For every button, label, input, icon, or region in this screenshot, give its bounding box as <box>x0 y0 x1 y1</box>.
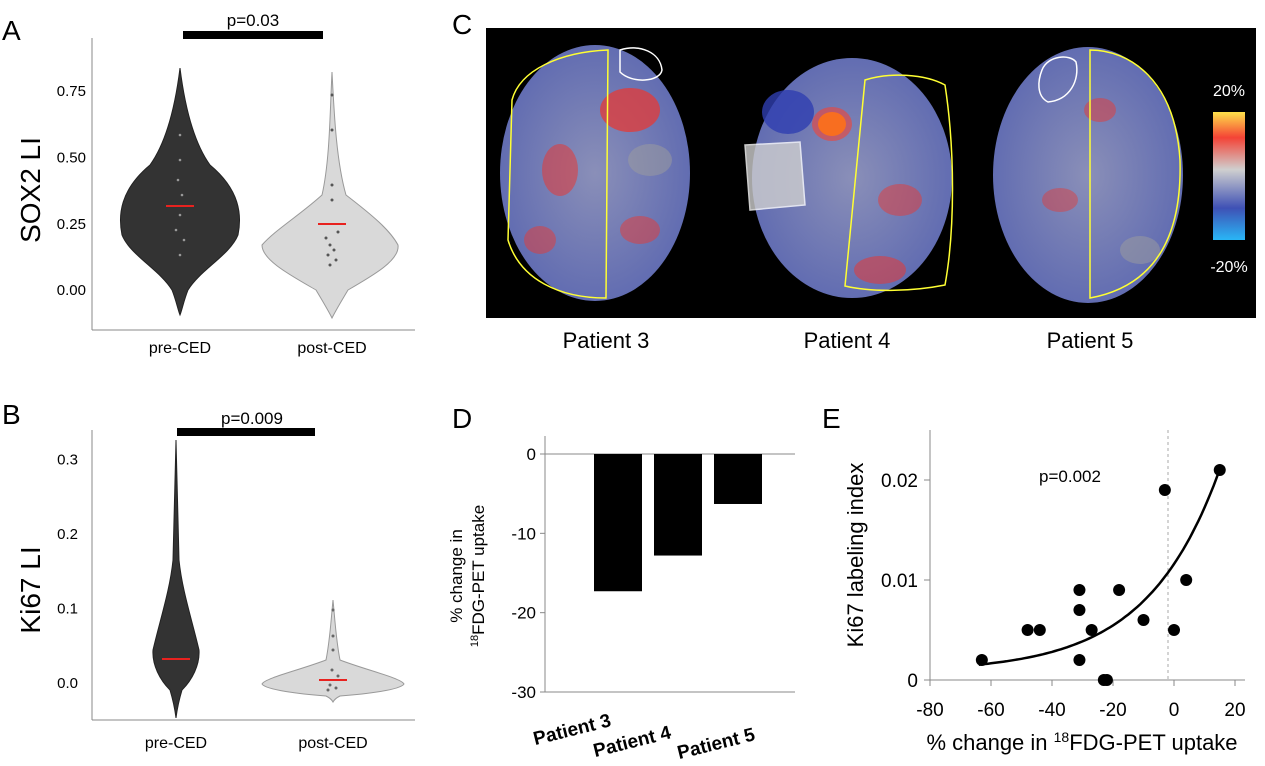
panel-e-point-14 <box>1213 464 1226 476</box>
panel-e-point-6 <box>1073 654 1086 666</box>
panel-e-x-tick-0: -80 <box>916 700 943 721</box>
panel-b-y-tick-3: 0.3 <box>57 452 78 469</box>
panel-e-point-13 <box>1180 574 1193 586</box>
panel-a-y-tick-3: 0.75 <box>57 83 86 100</box>
panel-label-d: D <box>452 403 472 434</box>
panel-e-point-12 <box>1168 624 1180 636</box>
panel-c-images: 20% -20% Patient 3 Patient 4 Patient 5 <box>486 28 1256 353</box>
panel-b-y-tick-2: 0.2 <box>57 526 78 543</box>
panel-label-b: B <box>2 399 21 430</box>
p-value-a: p=0.03 <box>227 11 279 30</box>
panel-b-y-tick-0: 0.0 <box>57 675 78 692</box>
panel-e-x-tick-3: -20 <box>1099 700 1126 721</box>
p-value-e: p=0.002 <box>1039 467 1101 486</box>
panel-a-y-label: SOX2 LI <box>15 137 46 243</box>
points-post-b <box>326 608 340 692</box>
pet-colorbar <box>1213 112 1245 240</box>
panel-d-bar-2 <box>714 454 762 504</box>
panel-e-point-3 <box>1073 584 1086 596</box>
significance-bar-b <box>177 428 315 436</box>
panel-e-point-9 <box>1113 584 1126 596</box>
panel-a-y-tick-0: 0.00 <box>57 282 86 299</box>
panel-d-y-label-line2: 18FDG-PET uptake <box>469 505 488 647</box>
panel-e-point-11 <box>1158 484 1171 496</box>
panel-label-a: A <box>2 15 21 46</box>
brain-patient-4 <box>744 58 954 298</box>
panel-e-x-tick-5: 20 <box>1224 700 1245 721</box>
panel-e-y-tick-1: 0.01 <box>881 571 918 592</box>
panel-b-y-tick-1: 0.1 <box>57 600 78 617</box>
category-patient-5-d: Patient 5 <box>675 724 757 764</box>
colorbar-max-label: 20% <box>1213 83 1245 100</box>
panel-e-x-tick-1: -60 <box>977 700 1004 721</box>
panel-e-point-4 <box>1073 604 1086 616</box>
panel-d-bars <box>594 454 762 592</box>
panel-a-y-tick-2: 0.50 <box>57 149 86 166</box>
panel-e-y-tick-0: 0 <box>907 671 918 692</box>
category-pre-b: pre-CED <box>145 735 207 752</box>
panel-b-y-ticks: 0.0 0.1 0.2 0.3 <box>57 452 78 692</box>
panel-a-y-tick-1: 0.25 <box>57 216 86 233</box>
brain-patient-5 <box>993 47 1183 303</box>
violin-pre-ced <box>119 67 241 317</box>
brain-patient-3 <box>500 45 690 301</box>
panel-b-chart: 0.0 0.1 0.2 0.3 Ki67 LI p=0.009 pre-CED pos… <box>15 409 415 752</box>
panel-e-x-label: % change in 18FDG-PET uptake <box>926 729 1237 755</box>
panel-e-x-ticks: -80 -60 -40 -20 0 20 <box>916 680 1246 721</box>
panel-e-y-ticks: 0 0.01 0.02 <box>881 471 930 692</box>
p-value-b: p=0.009 <box>221 409 283 428</box>
panel-e-x-tick-4: 0 <box>1169 700 1180 721</box>
panel-e-point-5 <box>1085 624 1098 636</box>
panel-d-bar-1 <box>654 454 702 556</box>
panel-e-point-10 <box>1137 614 1150 626</box>
violin-post-ced <box>261 71 399 320</box>
panel-e-chart: -80 -60 -40 -20 0 20 0 0.01 0.02 p=0.002 Ki67 l… <box>843 430 1246 755</box>
category-post-b: post-CED <box>298 735 367 752</box>
patient-4-label: Patient 4 <box>804 328 891 353</box>
panel-e-point-8 <box>1100 674 1113 686</box>
panel-d-bar-0 <box>594 454 642 592</box>
panel-d-y-tick-1: -10 <box>511 524 536 543</box>
panel-a-y-ticks: 0.00 0.25 0.50 0.75 <box>57 83 86 299</box>
panel-label-c: C <box>452 9 472 40</box>
points-pre-a <box>174 133 186 257</box>
panel-e-x-tick-2: -40 <box>1038 700 1065 721</box>
panel-d-y-tick-3: -30 <box>511 683 536 702</box>
significance-bar-a <box>183 31 323 39</box>
panel-e-y-tick-2: 0.02 <box>881 471 918 492</box>
points-post-a <box>324 93 340 267</box>
panel-e-y-label: Ki67 labeling index <box>843 463 868 648</box>
panel-d-chart: 0-10-20-30 % change in 18FDG-PET uptake … <box>447 436 795 764</box>
panel-d-y-tick-2: -20 <box>511 604 536 623</box>
panel-a-chart: 0.000.250.500.75 SOX2 LI p=0.03 pre-CED … <box>15 11 415 357</box>
panel-e-point-0 <box>975 654 988 666</box>
panel-e-point-1 <box>1021 624 1034 636</box>
patient-5-label: Patient 5 <box>1047 328 1134 353</box>
colorbar-min-label: -20% <box>1210 259 1247 276</box>
panel-d-y-ticks: 0 -10 -20 -30 <box>511 445 545 702</box>
violin-pre-ced-b <box>152 439 200 719</box>
category-pre-a: pre-CED <box>149 340 211 357</box>
panel-e-fit-curve <box>978 468 1221 666</box>
panel-label-e: E <box>822 403 841 434</box>
panel-d-y-tick-0: 0 <box>527 445 536 464</box>
panel-e-point-2 <box>1033 624 1046 636</box>
panel-e-points <box>975 464 1226 686</box>
panel-b-y-label: Ki67 LI <box>15 546 46 633</box>
patient-3-label: Patient 3 <box>563 328 650 353</box>
panel-d-y-label-line1: % change in <box>447 529 466 623</box>
category-post-a: post-CED <box>297 340 366 357</box>
